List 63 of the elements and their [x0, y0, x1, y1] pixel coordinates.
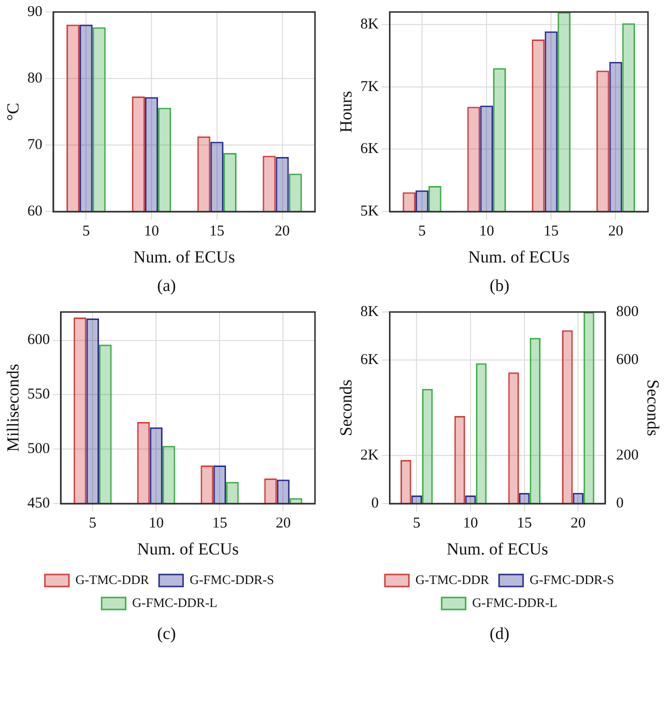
x-tick-label: 5 — [412, 516, 420, 532]
y-tick-label: 450 — [27, 496, 50, 512]
x-tick-label: 5 — [418, 224, 426, 240]
text: (a) — [156, 275, 177, 297]
bar — [454, 416, 466, 504]
y-tick-label: 6K — [360, 352, 379, 368]
text: (b) — [488, 275, 510, 297]
x-tick-label: 15 — [516, 516, 532, 532]
x-tick-label: 15 — [209, 224, 224, 240]
y-tick-label: 600 — [27, 332, 50, 348]
x-tick-label: 20 — [276, 516, 291, 532]
bar — [422, 388, 433, 504]
x-tick-label: 20 — [274, 224, 290, 240]
bar — [584, 312, 594, 504]
y2-tick-label: 0 — [616, 496, 624, 512]
legend-label: G-TMC-DDR — [415, 572, 490, 587]
legend-label: G-FMC-DDR-S — [190, 572, 274, 587]
x-tick-label: 10 — [479, 224, 494, 240]
x-tick-label: 5 — [82, 224, 90, 240]
y-tick-label: 500 — [27, 441, 50, 458]
y2-axis-title: Seconds — [643, 379, 662, 436]
y-tick-label: 6K — [360, 141, 379, 158]
x-axis-title: Num. of ECUs — [133, 247, 235, 266]
y-axis-title: Hours — [336, 91, 356, 133]
y-tick-label: 70 — [27, 137, 42, 154]
y-tick-label: 7K — [360, 78, 379, 95]
x-tick-label: 20 — [570, 516, 586, 532]
bar — [400, 460, 412, 504]
x-tick-label: 5 — [88, 516, 96, 532]
x-tick-label: 20 — [608, 224, 624, 240]
bar — [508, 372, 519, 504]
y-tick-label: 5K — [360, 204, 379, 220]
y-tick-label: 8K — [360, 304, 379, 320]
legend-label: G-FMC-DDR-S — [530, 572, 614, 587]
text: (c) — [156, 623, 177, 645]
text: (d) — [488, 623, 510, 645]
legend-label: G-TMC-DDR — [75, 572, 150, 587]
x-tick-label: 10 — [462, 516, 478, 532]
y-tick-label: 60 — [27, 204, 42, 220]
x-axis-title: Num. of ECUs — [137, 539, 239, 558]
x-tick-label: 10 — [148, 516, 164, 532]
y2-tick-label: 600 — [616, 352, 639, 368]
y-tick-label: 80 — [27, 70, 42, 86]
y-tick-label: 2K — [360, 448, 379, 464]
y-tick-label: 0 — [371, 496, 379, 512]
bar — [562, 330, 573, 504]
x-axis-title: Num. of ECUs — [468, 247, 570, 266]
y-axis-title: Seconds — [336, 379, 356, 436]
legend-label: G-FMC-DDR-L — [132, 594, 218, 610]
y-tick-label: 90 — [27, 4, 42, 20]
y2-tick-label: 800 — [616, 304, 639, 320]
legend-label: G-FMC-DDR-L — [472, 594, 558, 610]
x-axis-title: Num. of ECUs — [446, 539, 548, 558]
y-tick-label: 550 — [27, 386, 50, 403]
y-tick-label: 8K — [360, 16, 379, 32]
y-axis-title: Milliseconds — [4, 364, 23, 452]
bar — [476, 363, 487, 504]
x-tick-label: 15 — [544, 224, 559, 240]
bar — [530, 338, 540, 504]
x-tick-label: 10 — [144, 224, 159, 240]
y-axis-title: °C — [4, 102, 23, 121]
y2-tick-label: 200 — [616, 448, 639, 464]
x-tick-label: 15 — [212, 516, 228, 532]
